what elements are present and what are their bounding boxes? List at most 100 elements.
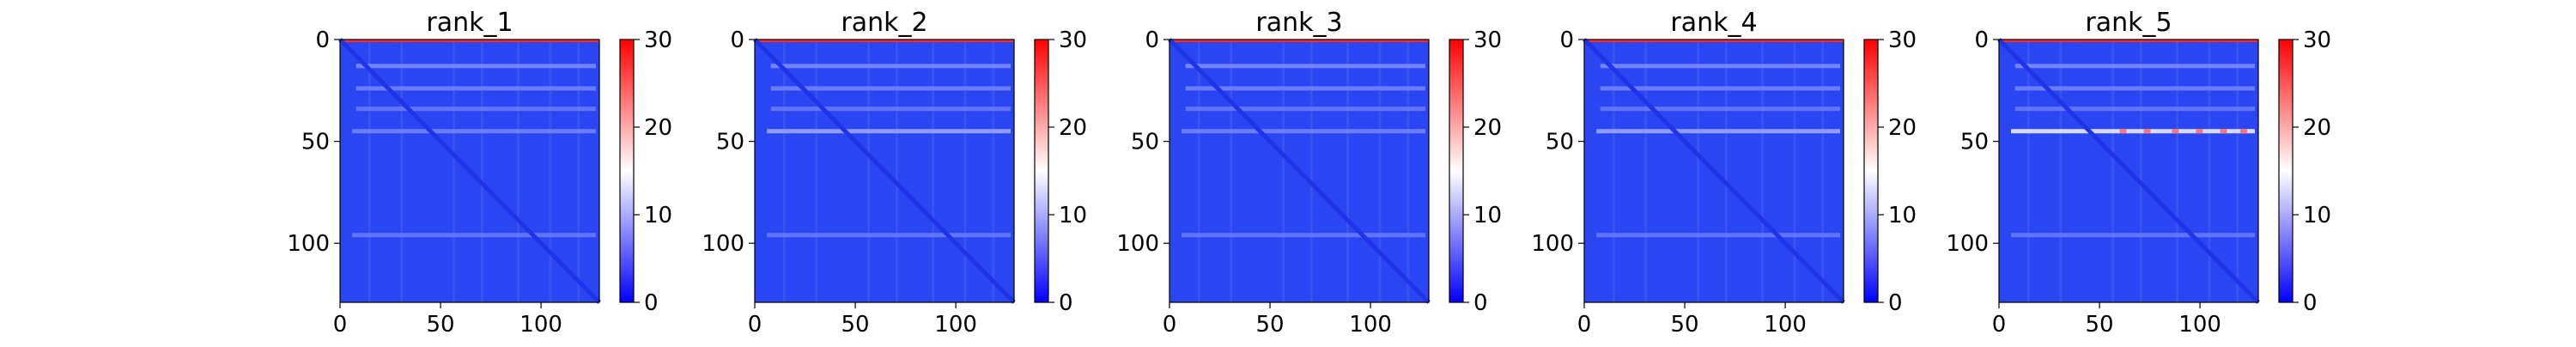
y-tick-label: 100: [1116, 231, 1159, 257]
band-row: [1185, 64, 1425, 69]
x-tick-label: 100: [1764, 312, 1807, 338]
column-texture: [1197, 40, 1200, 302]
colorbar-frame: [1034, 39, 1049, 303]
band-row: [1596, 233, 1840, 238]
y-tick-label: 50: [1546, 130, 1574, 155]
y-tick-label: 0: [315, 27, 330, 53]
band-row: [2011, 129, 2255, 134]
column-texture: [1821, 40, 1825, 302]
column-texture: [549, 40, 552, 302]
panel-title: rank_3: [1255, 8, 1342, 38]
column-texture: [1230, 40, 1233, 302]
x-tick-label: 50: [2086, 312, 2114, 338]
edge-row: [1584, 40, 1844, 42]
column-texture: [368, 40, 371, 302]
y-tick-label: 100: [287, 231, 330, 257]
y-tick-label: 50: [1131, 130, 1159, 155]
y-tick-label: 100: [1946, 231, 1989, 257]
colorbar-frame: [2278, 39, 2293, 303]
y-tick-label: 100: [702, 231, 744, 257]
x-tick-label: 50: [841, 312, 870, 338]
edge-row: [1999, 40, 2258, 42]
heatmap-panel-1: rank_1 0 50 100 0 50 100 0 10 20 30: [287, 8, 672, 338]
band-row: [1185, 107, 1425, 112]
heatmap-frame: [1998, 39, 2259, 303]
colorbar-tick-label: 30: [1888, 27, 1917, 53]
column-texture: [1612, 40, 1615, 302]
column-texture: [1697, 40, 1700, 302]
x-tick-label: 0: [1992, 312, 2007, 338]
band-row: [1596, 129, 1840, 134]
column-texture: [1761, 40, 1765, 302]
colorbar-tick-label: 30: [1059, 27, 1087, 53]
colorbar-frame: [1863, 39, 1879, 303]
band-row: [2011, 233, 2255, 238]
hot-spot: [2143, 129, 2151, 134]
colorbar-tick-label: 10: [1888, 203, 1917, 228]
colorbar-tick-label: 20: [1888, 115, 1917, 141]
x-tick-label: 0: [748, 312, 762, 338]
y-tick-label: 50: [301, 130, 330, 155]
heatmap-frame: [1583, 39, 1844, 303]
x-tick-label: 100: [519, 312, 562, 338]
y-tick-label: 50: [1960, 130, 1989, 155]
column-texture: [400, 40, 404, 302]
diagonal-line: [753, 38, 1016, 304]
colorbar-tick-label: 20: [644, 115, 672, 141]
band-row: [1600, 86, 1840, 91]
band-row: [767, 233, 1011, 238]
y-tick-label: 100: [1531, 231, 1574, 257]
edge-row: [340, 40, 599, 42]
colorbar: [1449, 40, 1463, 302]
colorbar-tick-label: 0: [644, 290, 659, 316]
colorbar-tick-label: 0: [2303, 290, 2318, 316]
colorbar: [620, 40, 634, 302]
band-row: [355, 86, 596, 91]
band-row: [1182, 233, 1425, 238]
band-row: [1600, 64, 1840, 69]
x-tick-label: 50: [1671, 312, 1699, 338]
diagonal-line: [1583, 38, 1845, 304]
hot-spot: [2196, 129, 2203, 134]
diagonal-line: [1168, 38, 1431, 304]
heatmap-panel-2: rank_2 0 50 100 0 50 100 0 10 20 30: [702, 8, 1087, 338]
heatmap-panel-5: rank_5 0 50 100 0 50 100 0 10 20 30: [1946, 8, 2331, 338]
diagonal-line: [338, 38, 601, 304]
colorbar-tick-label: 20: [2303, 115, 2331, 141]
band-row: [1185, 86, 1425, 91]
column-texture: [2236, 40, 2239, 302]
column-texture: [1282, 40, 1285, 302]
column-texture: [963, 40, 967, 302]
colorbar-tick-label: 30: [2303, 27, 2331, 53]
band-row: [2014, 64, 2255, 69]
column-texture: [1724, 40, 1728, 302]
band-row: [2014, 107, 2255, 112]
colorbar-tick-label: 10: [1059, 203, 1087, 228]
band-row: [352, 233, 596, 238]
colorbar: [1864, 40, 1878, 302]
x-tick-label: 0: [333, 312, 348, 338]
colorbar-tick-label: 30: [644, 27, 672, 53]
band-row: [770, 107, 1011, 112]
column-texture: [1309, 40, 1313, 302]
column-texture: [1378, 40, 1382, 302]
hot-spot: [2220, 129, 2227, 134]
band-row: [770, 86, 1011, 91]
column-texture: [2176, 40, 2179, 302]
heatmap-frame: [754, 39, 1015, 303]
colorbar-tick-label: 30: [1473, 27, 1502, 53]
column-texture: [992, 40, 995, 302]
column-texture: [1793, 40, 1796, 302]
y-tick-label: 0: [1974, 27, 1989, 53]
band-row: [355, 64, 596, 69]
y-tick-label: 0: [1145, 27, 1159, 53]
x-tick-label: 0: [1163, 312, 1177, 338]
column-texture: [453, 40, 456, 302]
column-texture: [2111, 40, 2115, 302]
x-tick-label: 50: [1256, 312, 1285, 338]
colorbar-tick-label: 10: [2303, 203, 2331, 228]
column-texture: [932, 40, 935, 302]
band-row: [352, 129, 596, 134]
edge-row: [1170, 40, 1429, 42]
